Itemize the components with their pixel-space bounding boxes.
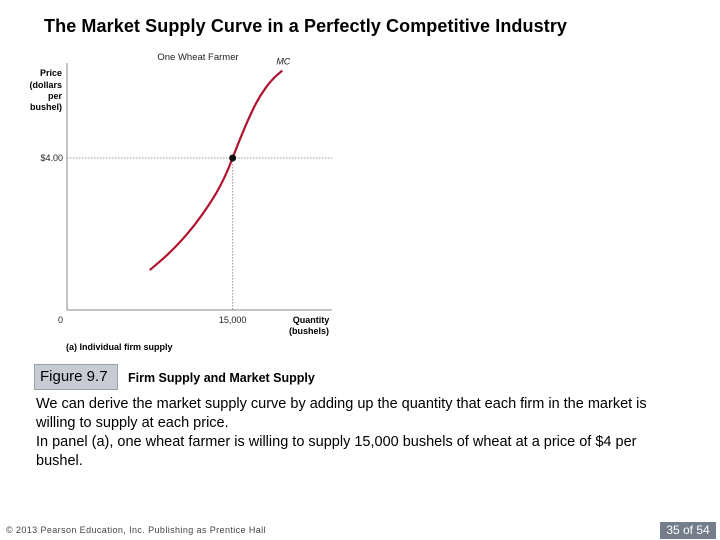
body-text: We can derive the market supply curve by… bbox=[36, 395, 686, 471]
page-number: 35 of 54 bbox=[660, 522, 716, 539]
y-tick-label: $4.00 bbox=[40, 153, 63, 163]
footer-copyright: © 2013 Pearson Education, Inc. Publishin… bbox=[6, 525, 266, 535]
chart-svg: One Wheat Farmer Price (dollars per bush… bbox=[29, 52, 332, 352]
paragraph: We can derive the market supply curve by… bbox=[36, 396, 647, 431]
origin-label: 0 bbox=[58, 315, 63, 325]
x-tick-label: 15,000 bbox=[219, 315, 247, 325]
x-axis-label-line: Quantity bbox=[293, 315, 330, 325]
chart-title: One Wheat Farmer bbox=[157, 52, 238, 63]
y-axis-label-line: bushel) bbox=[30, 102, 62, 112]
x-axis-label-line: (bushels) bbox=[289, 326, 329, 336]
supply-point bbox=[229, 154, 237, 162]
y-axis-label-line: per bbox=[48, 91, 63, 101]
x-axis-label: Quantity (bushels) bbox=[289, 315, 329, 336]
mc-series-label: MC bbox=[276, 57, 290, 67]
figure-caption: Firm Supply and Market Supply bbox=[128, 371, 315, 385]
figure-label: Figure 9.7 bbox=[34, 364, 118, 390]
slide-title: The Market Supply Curve in a Perfectly C… bbox=[44, 16, 568, 36]
paragraph: In panel (a), one wheat farmer is willin… bbox=[36, 434, 637, 469]
panel-label: (a) Individual firm supply bbox=[66, 342, 173, 352]
y-axis-label-line: Price bbox=[40, 68, 62, 78]
y-axis-label-line: (dollars bbox=[29, 80, 62, 90]
supply-chart: One Wheat Farmer Price (dollars per bush… bbox=[29, 52, 332, 352]
mc-curve bbox=[149, 69, 284, 271]
y-axis-label: Price (dollars per bushel) bbox=[29, 68, 62, 112]
